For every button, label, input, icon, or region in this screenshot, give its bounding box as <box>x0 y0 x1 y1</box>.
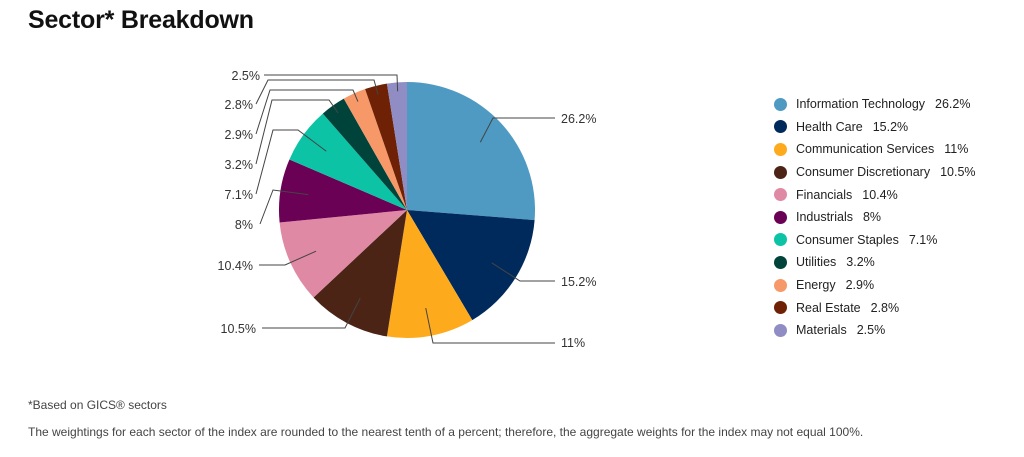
slice-percent-label: 11% <box>561 336 585 350</box>
gics-footnote: *Based on GICS® sectors <box>28 398 167 412</box>
legend-item[interactable]: Real Estate 2.8% <box>774 296 976 319</box>
legend-value: 2.8% <box>870 300 900 315</box>
legend-label: Consumer Discretionary <box>796 165 931 180</box>
slice-percent-label: 2.5% <box>232 69 261 83</box>
pie-slice[interactable] <box>313 210 407 337</box>
slice-percent-label: 10.4% <box>218 259 253 273</box>
legend-item[interactable]: Information Technology 26.2% <box>774 93 976 116</box>
slice-percent-label: 7.1% <box>225 188 254 202</box>
chart-legend: Information Technology 26.2% Health Care 1… <box>774 93 976 342</box>
legend-label: Financials <box>796 187 853 202</box>
leader-line <box>255 79 379 105</box>
pie-slice[interactable] <box>343 89 407 210</box>
legend-value: 2.5% <box>856 323 886 338</box>
legend-value: 15.2% <box>872 119 909 134</box>
legend-item[interactable]: Communication Services 11% <box>774 138 976 161</box>
legend-label: Materials <box>796 323 847 338</box>
legend-item[interactable]: Financials 10.4% <box>774 183 976 206</box>
leader-line <box>255 99 339 165</box>
legend-label: Health Care <box>796 119 863 134</box>
pie-slice[interactable] <box>386 82 407 210</box>
legend-label: Energy <box>796 278 836 293</box>
leader-line <box>425 307 555 344</box>
legend-swatch-icon <box>774 255 787 269</box>
pie-slice[interactable] <box>279 159 407 223</box>
legend-swatch-icon <box>774 301 787 315</box>
legend-swatch-icon <box>774 278 787 292</box>
legend-swatch-icon <box>774 142 787 156</box>
slice-percent-label: 2.8% <box>225 98 254 112</box>
pie-slice[interactable] <box>407 210 535 321</box>
legend-item[interactable]: Consumer Staples 7.1% <box>774 229 976 252</box>
slice-percent-label: 2.9% <box>225 128 254 142</box>
pie-slice[interactable] <box>407 82 535 221</box>
legend-label: Communication Services <box>796 142 935 157</box>
legend-item[interactable]: Industrials 8% <box>774 206 976 229</box>
leader-line <box>259 250 317 266</box>
legend-swatch-icon <box>774 323 787 337</box>
legend-value: 10.4% <box>862 187 898 202</box>
legend-item[interactable]: Energy 2.9% <box>774 274 976 297</box>
pie-slice[interactable] <box>279 210 407 298</box>
legend-swatch-icon <box>774 188 787 202</box>
legend-value: 7.1% <box>908 232 938 247</box>
legend-value: 11% <box>944 142 969 157</box>
pie-slice[interactable] <box>386 210 473 338</box>
slice-percent-label: 10.5% <box>221 322 256 336</box>
legend-swatch-icon <box>774 210 787 224</box>
legend-label: Consumer Staples <box>796 232 899 247</box>
legend-label: Utilities <box>796 255 837 270</box>
leader-line <box>479 117 555 143</box>
legend-value: 3.2% <box>846 255 875 270</box>
leader-line <box>259 189 309 225</box>
legend-swatch-icon <box>774 165 787 179</box>
slice-percent-label: 8% <box>235 218 253 232</box>
legend-label: Real Estate <box>796 300 861 315</box>
slice-percent-label: 15.2% <box>561 275 596 289</box>
slice-percent-label: 26.2% <box>561 112 596 126</box>
legend-value: 26.2% <box>935 97 971 112</box>
rounding-disclaimer: The weightings for each sector of the in… <box>28 425 864 439</box>
legend-item[interactable]: Health Care 15.2% <box>774 116 976 139</box>
legend-swatch-icon <box>774 97 787 111</box>
leader-line <box>255 129 327 195</box>
pie-slice[interactable] <box>365 83 407 210</box>
legend-item[interactable]: Materials 2.5% <box>774 319 976 342</box>
pie-leader-lines <box>255 74 555 344</box>
legend-label: Information Technology <box>796 97 926 112</box>
legend-value: 8% <box>862 210 882 225</box>
legend-value: 2.9% <box>845 278 875 293</box>
leader-line <box>264 74 399 92</box>
slice-percent-label: 3.2% <box>225 158 254 172</box>
page-title: Sector* Breakdown <box>28 6 254 34</box>
legend-label: Industrials <box>796 210 853 225</box>
leader-line <box>491 262 555 282</box>
pie-slice[interactable] <box>289 113 407 210</box>
pie-slices <box>279 82 535 338</box>
pie-slice[interactable] <box>322 98 407 210</box>
legend-value: 10.5% <box>940 165 976 180</box>
pie-slice-labels: 26.2% 15.2% 11% 10.5% 10.4% 8% 7.1% 3.2% 2.9% 2.8… <box>218 69 597 350</box>
legend-swatch-icon <box>774 120 787 134</box>
leader-line <box>262 297 361 329</box>
legend-item[interactable]: Consumer Discretionary 10.5% <box>774 161 976 184</box>
legend-item[interactable]: Utilities 3.2% <box>774 251 976 274</box>
leader-line <box>255 89 359 135</box>
legend-swatch-icon <box>774 233 787 247</box>
